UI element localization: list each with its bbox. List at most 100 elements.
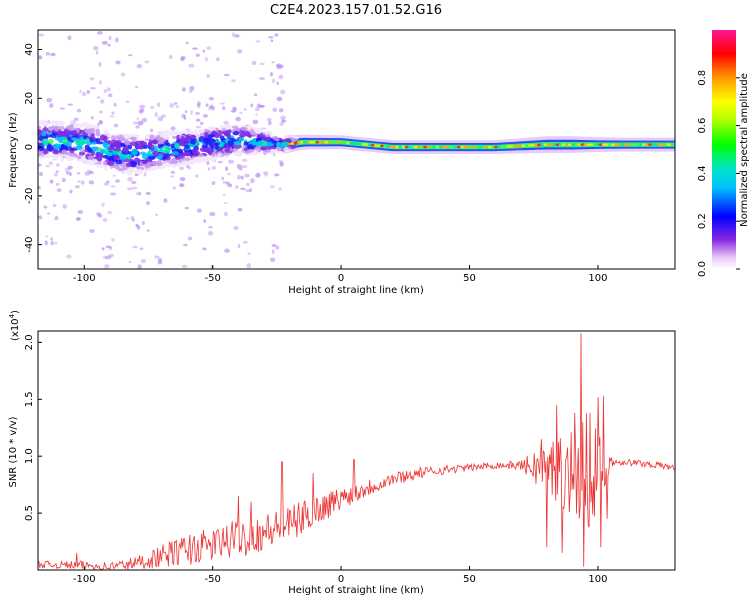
heatmap-speckle [135, 125, 140, 129]
heatmap-blob [178, 152, 186, 159]
heatmap-ridge-cell [654, 143, 659, 146]
heatmap-ridge-cell [561, 143, 567, 146]
heatmap-speckle [154, 112, 158, 118]
heatmap-blob [284, 146, 289, 153]
snr-x-axis: -100 -50 0 50 100 [73, 566, 607, 585]
heatmap-blob [48, 138, 54, 144]
snr-series-line [38, 333, 675, 570]
heatmap-speckle [138, 109, 143, 115]
heatmap-blob [264, 130, 269, 135]
heatmap-speckle [240, 175, 244, 180]
heatmap-ridge-cell [457, 145, 462, 149]
heatmap-speckle [223, 73, 230, 77]
heatmap-ridge-cell [611, 143, 616, 146]
heatmap-blob [186, 159, 195, 166]
heatmap-ridge-cell [638, 143, 644, 146]
heatmap-speckle [255, 113, 258, 116]
heatmap-speckle [226, 173, 231, 176]
heatmap-speckle [139, 247, 144, 250]
spectrogram-frame [37, 29, 676, 270]
heatmap-blob [256, 141, 263, 146]
heatmap-speckle [280, 89, 286, 95]
heatmap-ridge-cell [617, 143, 622, 146]
heatmap-ridge-cell [632, 143, 638, 146]
heatmap-speckle [110, 192, 117, 196]
heatmap-speckle [252, 119, 259, 125]
heatmap-blob [58, 125, 65, 130]
heatmap-speckle [268, 120, 272, 126]
heatmap-speckle [237, 207, 243, 212]
heatmap-blob [139, 151, 146, 155]
heatmap-speckle [180, 113, 186, 119]
heatmap-speckle [206, 74, 210, 78]
heatmap-speckle [279, 161, 284, 167]
heatmap-ridge-cell [620, 143, 625, 146]
heatmap-blob [164, 153, 171, 157]
heatmap-speckle [106, 87, 111, 92]
heatmap-ridge-cell [463, 145, 468, 149]
heatmap-ridge-cell [660, 143, 665, 146]
heatmap-speckle [76, 172, 81, 175]
heatmap-speckle [204, 56, 209, 62]
heatmap-blob [38, 120, 45, 126]
spectrogram-y-label: Frequency (Hz) [8, 112, 19, 188]
heatmap-blob [172, 135, 177, 140]
heatmap-speckle [128, 54, 133, 57]
heatmap-speckle [211, 180, 216, 185]
heatmap-blob [247, 144, 254, 151]
y-tick-label: 40 [24, 43, 35, 56]
heatmap-speckle [96, 212, 101, 216]
heatmap-speckle [136, 191, 142, 196]
heatmap-ridge-cell [586, 143, 591, 146]
heatmap-speckle [67, 165, 73, 170]
heatmap-speckle [97, 96, 101, 99]
heatmap-speckle [45, 51, 50, 56]
heatmap-blob [95, 137, 101, 142]
heatmap-speckle [115, 179, 120, 183]
heatmap-ridge-cell [549, 143, 554, 146]
heatmap-blob [239, 126, 248, 131]
heatmap-blob [158, 165, 166, 169]
heatmap-speckle [247, 252, 251, 256]
snr-y-axis: 0.5 1.0 1.5 2.0 [24, 334, 42, 521]
x-tick-label: 50 [463, 574, 476, 585]
heatmap-speckle [67, 35, 72, 41]
heatmap-blob [182, 157, 191, 161]
heatmap-ridge-cell [487, 145, 493, 149]
colorbar-tick-label: 0.2 [697, 213, 708, 229]
heatmap-ridge-cell [635, 143, 641, 146]
heatmap-speckle [45, 235, 49, 238]
heatmap-speckle [38, 55, 43, 60]
heatmap-blob [157, 141, 165, 145]
y-tick-label: -40 [24, 236, 35, 252]
heatmap-blob [238, 137, 245, 142]
heatmap-speckle [266, 117, 272, 122]
heatmap-blob [42, 148, 48, 155]
heatmap-speckle [146, 200, 151, 206]
heatmap-ridge-cell [466, 145, 471, 149]
heatmap-speckle [190, 109, 193, 115]
heatmap-ridge-cell [327, 140, 332, 144]
heatmap-blob [266, 141, 273, 147]
heatmap-speckle [84, 171, 91, 176]
heatmap-speckle [278, 187, 282, 191]
heatmap-blob [151, 160, 159, 166]
heatmap-ridge-cell [651, 143, 656, 146]
heatmap-blob [176, 162, 183, 166]
heatmap-speckle [245, 189, 252, 193]
heatmap-blob [164, 129, 171, 137]
heatmap-speckle [195, 53, 200, 57]
heatmap-ridge-cell [608, 143, 613, 146]
heatmap-ridge-cell [426, 145, 431, 149]
heatmap-speckle [39, 171, 43, 177]
heatmap-speckle [88, 180, 95, 185]
heatmap-blob [112, 142, 119, 148]
heatmap-speckle [208, 96, 214, 101]
heatmap-speckle [271, 249, 275, 255]
heatmap-speckle [98, 119, 103, 125]
spectrogram-heatmap [38, 31, 675, 269]
heatmap-speckle [89, 229, 95, 233]
heatmap-speckle [38, 163, 42, 167]
heatmap-speckle [105, 180, 110, 184]
heatmap-speckle [208, 226, 213, 229]
